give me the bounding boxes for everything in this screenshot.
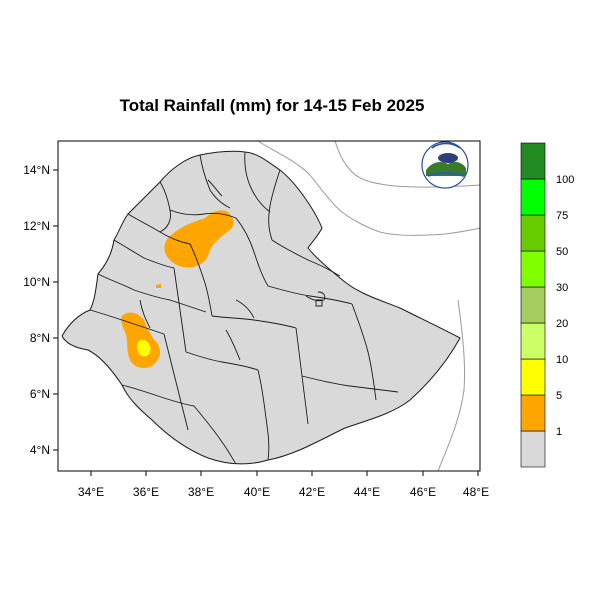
lat-label: 10°N <box>23 275 50 289</box>
colorbar-label: 5 <box>556 390 562 402</box>
colorbar-swatch <box>520 322 546 360</box>
colorbar-swatch <box>520 286 546 324</box>
latitude-labels: 14°N 12°N 10°N 8°N 6°N 4°N <box>23 163 50 457</box>
lon-label: 42°E <box>299 485 325 499</box>
colorbar-swatch <box>520 358 546 396</box>
lon-label: 40°E <box>244 485 270 499</box>
lat-label: 12°N <box>23 219 50 233</box>
colorbar-label: 30 <box>556 282 568 294</box>
rainfall-overlay <box>121 210 234 368</box>
lon-label: 44°E <box>354 485 380 499</box>
map-panel <box>57 140 481 472</box>
lat-label: 4°N <box>30 443 50 457</box>
rain-area-south-core <box>137 339 151 357</box>
map-title: Total Rainfall (mm) for 14-15 Feb 2025 <box>120 96 425 115</box>
lon-label: 46°E <box>410 485 436 499</box>
lon-label: 34°E <box>78 485 104 499</box>
colorbar-swatch <box>520 430 546 468</box>
colorbar-swatch <box>520 178 546 216</box>
colorbar-label: 1 <box>556 426 562 438</box>
rain-area-south <box>121 312 160 368</box>
colorbar-label: 20 <box>556 318 568 330</box>
lat-label: 8°N <box>30 331 50 345</box>
agency-logo-icon <box>421 141 469 189</box>
lat-label: 14°N <box>23 163 50 177</box>
lat-label: 6°N <box>30 387 50 401</box>
rain-area-north <box>164 210 234 268</box>
colorbar-label: 75 <box>556 210 568 222</box>
colorbar-swatch <box>520 214 546 252</box>
colorbar-swatch <box>520 394 546 432</box>
colorbar-label: 10 <box>556 354 568 366</box>
rain-area-north-speck <box>156 284 161 288</box>
longitude-labels: 34°E 36°E 38°E 40°E 42°E 44°E 46°E 48°E <box>78 485 489 499</box>
axis-ticks <box>53 169 479 476</box>
colorbar-swatch <box>520 142 546 180</box>
colorbar <box>520 142 546 468</box>
colorbar-label: 100 <box>556 174 574 186</box>
colorbar-swatch <box>520 250 546 288</box>
lon-label: 36°E <box>133 485 159 499</box>
colorbar-label: 50 <box>556 246 568 258</box>
lon-label: 48°E <box>463 485 489 499</box>
lon-label: 38°E <box>188 485 214 499</box>
country-area <box>61 150 461 465</box>
admin-boundaries <box>89 151 399 465</box>
colorbar-labels: 1 5 10 20 30 50 75 100 <box>556 174 574 438</box>
